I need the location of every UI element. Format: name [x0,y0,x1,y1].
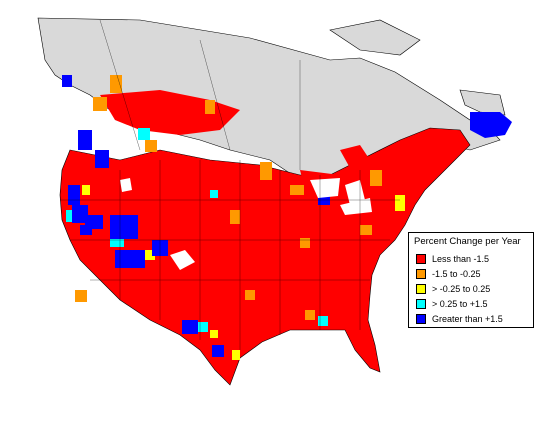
state-borders [60,19,400,350]
legend-swatch [416,253,426,264]
blue-patches [62,75,512,357]
legend-label: -1.5 to -0.25 [432,268,481,279]
no-data-region [37,17,506,181]
legend-item: > -0.25 to 0.25 [416,281,533,296]
legend-label: > 0.25 to +1.5 [432,298,488,309]
map-legend: Percent Change per Year Less than -1.5 -… [408,232,534,328]
legend-swatch [416,283,426,294]
legend-label: > -0.25 to 0.25 [432,283,491,294]
legend-swatch [416,298,426,309]
legend-label: Less than -1.5 [432,253,490,264]
orange-patches [75,75,382,320]
yellow-patches [82,185,405,360]
legend-item: > 0.25 to +1.5 [416,296,533,311]
legend-item: -1.5 to -0.25 [416,266,533,281]
legend-title: Percent Change per Year [414,236,521,247]
legend-item: Less than -1.5 [416,251,533,266]
legend-label: Greater than +1.5 [432,313,503,324]
legend-swatch [416,313,426,324]
legend-swatch [416,268,426,279]
legend-item: Greater than +1.5 [416,311,533,326]
